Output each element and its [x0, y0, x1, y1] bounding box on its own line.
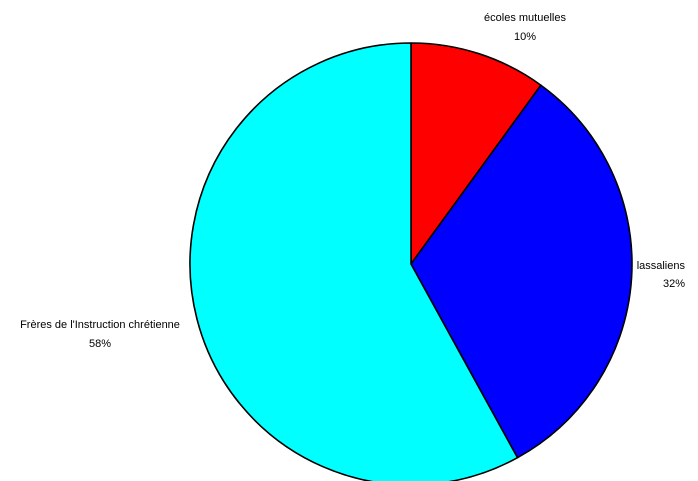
slice-label-freres-instruction-chretienne: Frères de l'Instruction chrétienne 58%	[20, 319, 180, 350]
slice-label-ecoles-mutuelles: écoles mutuelles 10%	[484, 12, 566, 43]
slice-name-freres-instruction-chretienne: Frères de l'Instruction chrétienne	[20, 319, 180, 331]
pie-slice-freres-instruction-chretienne	[189, 42, 519, 481]
slice-name-lassaliens: lassaliens	[637, 260, 686, 272]
pie-slice-ecoles-mutuelles	[410, 42, 542, 265]
pie-slices	[189, 42, 633, 481]
slice-percent-ecoles-mutuelles: 10%	[514, 31, 536, 43]
slice-percent-lassaliens: 32%	[663, 278, 685, 290]
slice-name-ecoles-mutuelles: écoles mutuelles	[484, 12, 566, 24]
slice-percent-freres-instruction-chretienne: 58%	[89, 338, 111, 350]
slice-label-lassaliens: lassaliens 32%	[637, 260, 686, 290]
pie-slice-lassaliens	[410, 84, 633, 459]
